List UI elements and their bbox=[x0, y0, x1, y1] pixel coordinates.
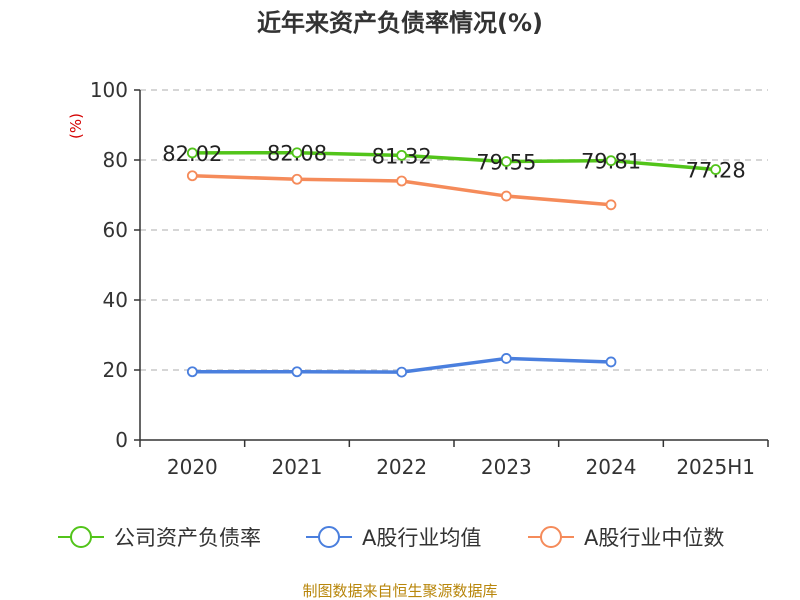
data-point[interactable] bbox=[186, 147, 198, 159]
data-point[interactable] bbox=[710, 164, 722, 175]
data-point[interactable] bbox=[396, 175, 408, 187]
x-tick-label: 2024 bbox=[586, 455, 637, 479]
series-lines bbox=[186, 147, 722, 378]
x-tick-label: 2025H1 bbox=[676, 455, 755, 479]
data-point[interactable] bbox=[396, 149, 408, 161]
x-tick-label: 2022 bbox=[376, 455, 427, 479]
data-point[interactable] bbox=[291, 147, 303, 159]
data-label: 82.02 bbox=[162, 142, 222, 166]
data-point[interactable] bbox=[186, 366, 198, 378]
y-tick-label: 0 bbox=[115, 428, 128, 452]
data-point[interactable] bbox=[500, 190, 512, 202]
source-note: 制图数据来自恒生聚源数据库 bbox=[302, 582, 497, 600]
y-tick-label: 80 bbox=[103, 148, 128, 172]
data-point[interactable] bbox=[291, 366, 303, 378]
grid-lines bbox=[140, 89, 768, 371]
y-axis-label: (%) bbox=[67, 113, 85, 139]
data-point[interactable] bbox=[605, 356, 617, 368]
data-point[interactable] bbox=[186, 170, 198, 182]
data-label: 82.08 bbox=[267, 142, 327, 166]
data-labels: 82.02 82.08 81.32 79.55 79.81 77.28 bbox=[162, 142, 745, 183]
y-tick-label: 20 bbox=[103, 358, 128, 382]
legend-item[interactable]: 公司资产负债率 bbox=[58, 526, 261, 550]
legend-label: A股行业中位数 bbox=[584, 526, 724, 550]
axes: 0 20 40 60 80 100 2020 2021 2022 2023 2024 2025H1 bbox=[90, 78, 769, 479]
legend-marker-icon bbox=[70, 526, 92, 548]
x-tick-label: 2021 bbox=[272, 455, 323, 479]
data-point[interactable] bbox=[396, 366, 408, 378]
legend-label: 公司资产负债率 bbox=[114, 526, 261, 550]
legend-item[interactable]: A股行业均值 bbox=[306, 526, 481, 550]
data-label: 79.55 bbox=[476, 151, 536, 175]
data-point[interactable] bbox=[291, 173, 303, 185]
legend-marker-icon bbox=[318, 526, 340, 548]
data-point[interactable] bbox=[500, 156, 512, 167]
data-point[interactable] bbox=[605, 155, 617, 167]
data-point[interactable] bbox=[605, 199, 617, 211]
x-tick-label: 2023 bbox=[481, 455, 532, 479]
legend-marker-icon bbox=[540, 526, 562, 548]
y-tick-label: 60 bbox=[103, 218, 128, 242]
data-label: 79.81 bbox=[581, 150, 641, 174]
y-tick-label: 40 bbox=[103, 288, 128, 312]
legend-item[interactable]: A股行业中位数 bbox=[528, 526, 724, 550]
data-label: 81.32 bbox=[372, 144, 432, 168]
series-line bbox=[190, 150, 718, 172]
y-tick-label: 100 bbox=[90, 78, 128, 102]
x-tick-label: 2020 bbox=[167, 455, 218, 479]
legend[interactable]: 公司资产负债率 A股行业均值 A股行业中位数 bbox=[58, 526, 724, 550]
chart-title: 近年来资产负债率情况(%) bbox=[257, 9, 543, 37]
legend-label: A股行业均值 bbox=[362, 526, 481, 550]
data-label: 77.28 bbox=[686, 159, 746, 183]
data-point[interactable] bbox=[500, 353, 512, 364]
